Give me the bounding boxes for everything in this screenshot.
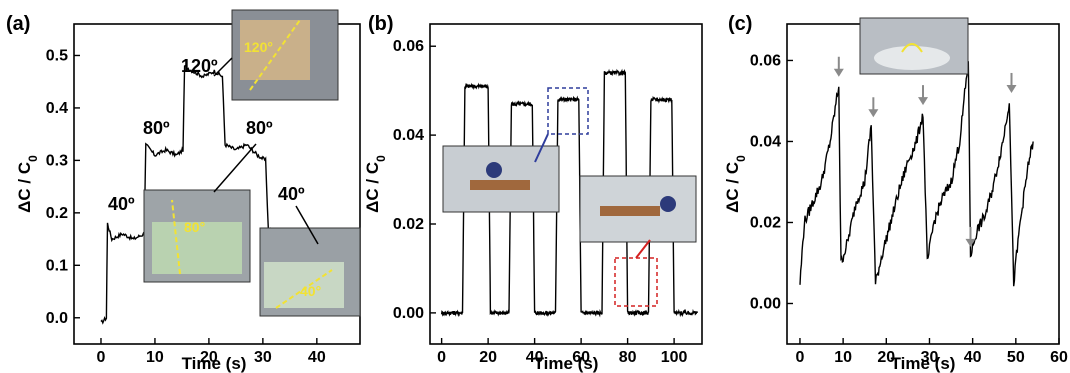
y-tick-label: 0.06 [393, 38, 424, 55]
peak-marker-head [965, 238, 976, 247]
x-tick-label: 20 [200, 349, 218, 366]
panel-a: (a) 0 10 20 30 40 0.0 0.1 0.2 0.3 0.4 0.5 Time (s… [6, 9, 361, 373]
arrow-blue [534, 133, 549, 163]
peak-marker-head [918, 97, 928, 106]
annotation-40-first: 40º [108, 194, 135, 214]
svg-text:120°: 120° [244, 39, 273, 55]
highlight-box-blue [547, 87, 589, 135]
annotation-80-second: 80º [246, 118, 273, 138]
x-ticks: 0 10 20 30 40 [97, 338, 326, 366]
y-tick-label: 0.3 [46, 152, 68, 169]
x-ticks: 0 10 20 30 40 50 60 [795, 338, 1068, 366]
svg-text:40°: 40° [300, 283, 321, 299]
inset-photo-robot-on [442, 145, 560, 213]
peak-markers [833, 56, 1017, 247]
y-ticks: 0.0 0.1 0.2 0.3 0.4 0.5 [46, 47, 80, 327]
y-axis-label: ΔC / C0 [363, 155, 388, 213]
y-ticks: 0.00 0.02 0.04 0.06 [393, 38, 436, 322]
peak-marker-head [868, 109, 879, 118]
inset-photo-80deg: 80° [143, 189, 251, 283]
x-tick-label: 40 [308, 349, 326, 366]
annotation-arrows [213, 57, 319, 245]
x-tick-label: 30 [921, 349, 939, 366]
inset-photo-40deg: 40° [259, 227, 361, 317]
peak-marker-head [1006, 84, 1017, 93]
x-tick-label: 0 [437, 349, 446, 366]
panel-b: (b) 0 20 40 60 80 100 0.00 0.02 0.04 0.06 Time (… [363, 13, 703, 373]
y-tick-label: 0.00 [393, 305, 424, 322]
y-tick-label: 0.2 [46, 205, 68, 222]
x-axis-label: Time (s) [534, 354, 599, 373]
peak-marker-head [833, 68, 844, 77]
panel-label: (c) [728, 13, 752, 35]
y-tick-label: 0.1 [46, 257, 68, 274]
x-tick-label: 20 [877, 349, 895, 366]
annotation-40-second: 40º [278, 184, 305, 204]
y-tick-label: 0.04 [750, 133, 781, 150]
inset-photo-robot-off [579, 175, 697, 243]
y-axis-label: ΔC / C0 [723, 155, 748, 213]
x-tick-label: 50 [1007, 349, 1025, 366]
x-tick-label: 0 [97, 349, 106, 366]
svg-text:80°: 80° [184, 219, 205, 235]
x-tick-label: 20 [479, 349, 497, 366]
annotation-80-first: 80º [143, 118, 170, 138]
panel-label: (b) [368, 13, 394, 35]
x-tick-label: 40 [964, 349, 982, 366]
arrow-red [635, 239, 651, 259]
x-tick-label: 10 [146, 349, 164, 366]
y-axis-label: ΔC / C0 [15, 155, 40, 213]
inset-photo-coils [859, 17, 969, 75]
panel-label: (a) [6, 13, 30, 35]
panel-c: (c) 0 10 20 30 40 50 60 0.00 0.02 0.04 0.06 Time … [723, 13, 1068, 373]
highlight-box-red [614, 257, 658, 307]
x-tick-label: 60 [1050, 349, 1068, 366]
y-tick-label: 0.4 [46, 100, 68, 117]
series-line [440, 68, 699, 318]
y-tick-label: 0.0 [46, 310, 68, 327]
x-axis-label: Time (s) [891, 354, 956, 373]
x-ticks: 0 20 40 60 80 100 [437, 338, 688, 366]
y-tick-label: 0.02 [393, 216, 424, 233]
x-tick-label: 100 [661, 349, 688, 366]
y-ticks: 0.00 0.02 0.04 0.06 [750, 52, 793, 312]
y-tick-label: 0.00 [750, 295, 781, 312]
x-tick-label: 40 [526, 349, 544, 366]
series-line [799, 61, 1034, 287]
y-tick-label: 0.06 [750, 52, 781, 69]
x-tick-label: 10 [834, 349, 852, 366]
y-tick-label: 0.04 [393, 127, 424, 144]
x-tick-label: 30 [254, 349, 272, 366]
x-tick-label: 60 [572, 349, 590, 366]
plot-frame [73, 23, 361, 345]
y-tick-label: 0.02 [750, 214, 781, 231]
inset-photo-120deg: 120° [231, 9, 339, 101]
plot-frame [429, 23, 703, 345]
x-tick-label: 80 [619, 349, 637, 366]
y-tick-label: 0.5 [46, 47, 68, 64]
annotation-120: 120º [181, 56, 218, 76]
x-tick-label: 0 [795, 349, 804, 366]
x-axis-label: Time (s) [182, 354, 247, 373]
